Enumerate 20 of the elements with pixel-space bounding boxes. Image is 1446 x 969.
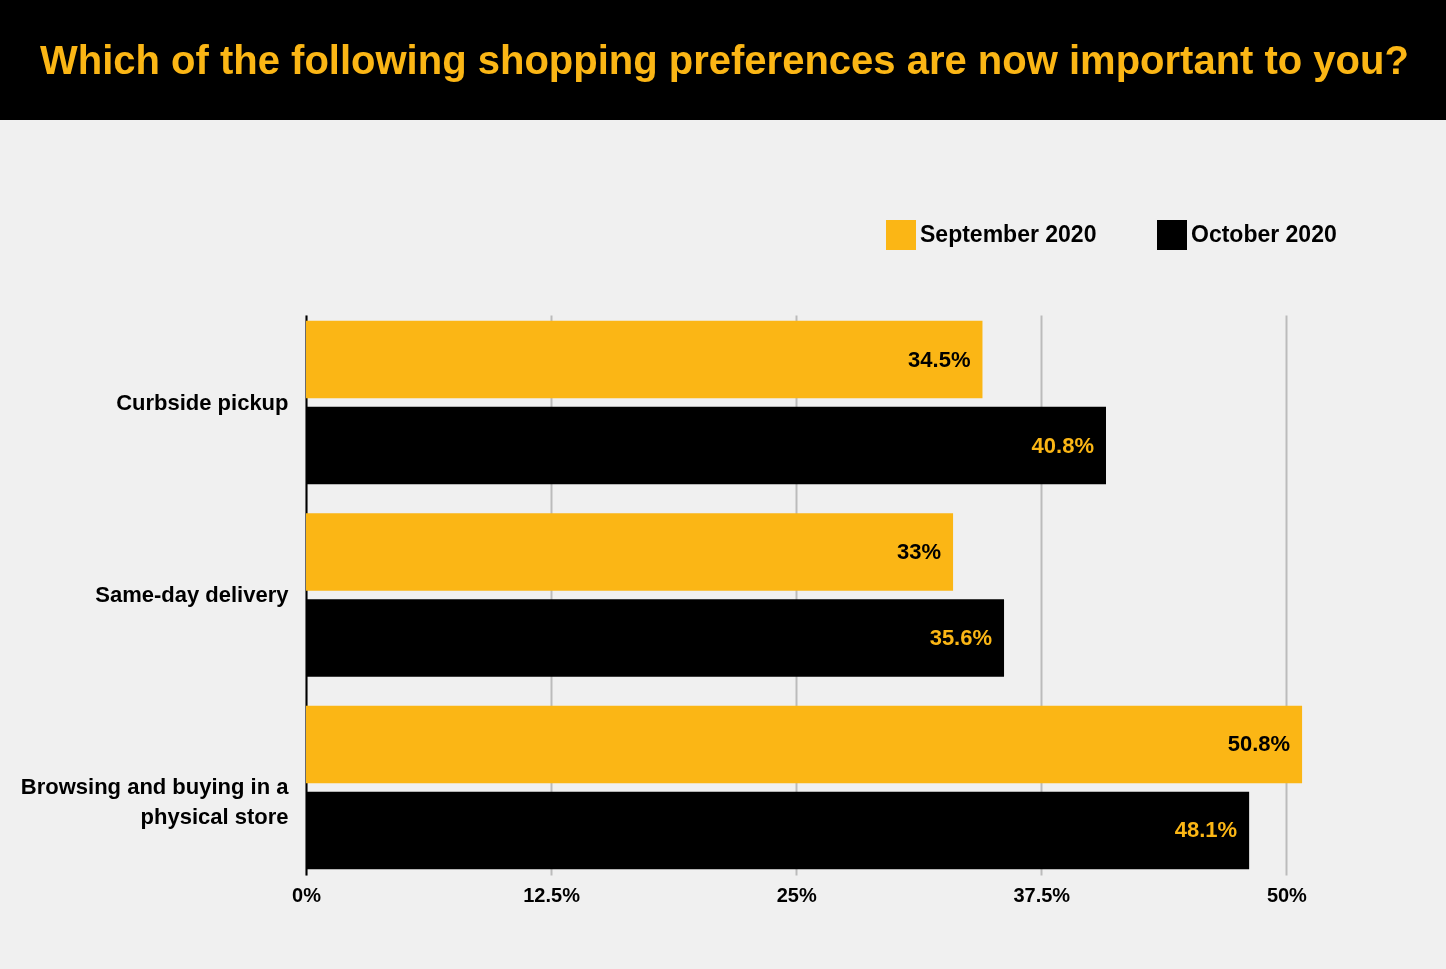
data-label: 35.6% xyxy=(929,625,993,651)
legend-label: September 2020 xyxy=(920,221,1097,247)
chart-title: Which of the following shopping preferences are now important to you? xyxy=(40,37,1409,83)
data-label: 50.8% xyxy=(1227,731,1291,757)
y-tick-label: Browsing and buying in a physical store xyxy=(20,774,290,830)
bar xyxy=(306,320,983,399)
x-tick-label: 37.5% xyxy=(1013,883,1071,906)
data-label: 34.5% xyxy=(908,346,971,372)
legend-label: October 2020 xyxy=(1191,221,1337,247)
x-tick-label: 0% xyxy=(292,883,322,906)
data-label: 40.8% xyxy=(1031,432,1094,458)
x-tick-label: 12.5% xyxy=(523,883,581,906)
y-tick-label: Curbside pickup xyxy=(116,389,289,415)
y-tick-label: Same-day delivery xyxy=(95,582,290,607)
data-label: 48.1% xyxy=(1174,817,1238,843)
data-label: 33% xyxy=(897,538,942,564)
bar xyxy=(306,705,1303,784)
x-tick-label: 50% xyxy=(1266,883,1308,906)
bar xyxy=(306,513,954,591)
x-tick-label: 25% xyxy=(776,883,817,906)
